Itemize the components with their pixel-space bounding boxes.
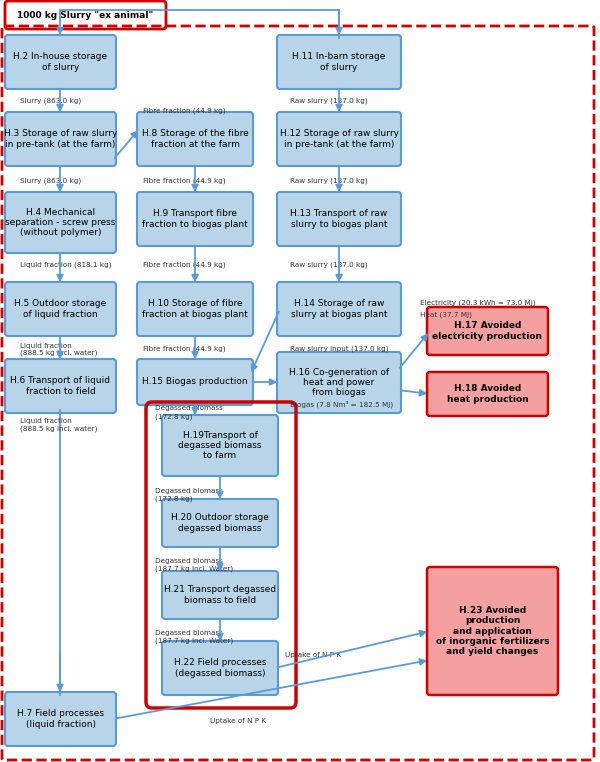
FancyBboxPatch shape — [427, 307, 548, 355]
Text: H.14 Storage of raw
slurry at biogas plant: H.14 Storage of raw slurry at biogas pla… — [291, 299, 387, 319]
Text: H.15 Biogas production: H.15 Biogas production — [142, 377, 248, 386]
FancyBboxPatch shape — [137, 359, 253, 405]
Text: Raw slurry (137.0 kg): Raw slurry (137.0 kg) — [290, 97, 368, 104]
Text: Degassed biomass: Degassed biomass — [155, 630, 223, 636]
Text: Electricity (20.3 kWh = 73.0 MJ): Electricity (20.3 kWh = 73.0 MJ) — [420, 300, 536, 306]
Text: Degassed biomass: Degassed biomass — [155, 558, 223, 564]
FancyBboxPatch shape — [5, 192, 116, 253]
FancyBboxPatch shape — [137, 282, 253, 336]
FancyBboxPatch shape — [137, 192, 253, 246]
Text: H.20 Outdoor storage
degassed biomass: H.20 Outdoor storage degassed biomass — [171, 514, 269, 533]
FancyBboxPatch shape — [162, 415, 278, 476]
FancyBboxPatch shape — [277, 192, 401, 246]
Text: H.7 Field processes
(liquid fraction): H.7 Field processes (liquid fraction) — [17, 709, 104, 728]
Text: H.12 Storage of raw slurry
in pre-tank (at the farm): H.12 Storage of raw slurry in pre-tank (… — [280, 130, 398, 149]
FancyBboxPatch shape — [137, 112, 253, 166]
FancyBboxPatch shape — [427, 567, 558, 695]
Text: Heat (37.7 MJ): Heat (37.7 MJ) — [420, 312, 472, 319]
Text: Biogas (7.8 Nm³ = 182.5 MJ): Biogas (7.8 Nm³ = 182.5 MJ) — [290, 400, 393, 408]
Text: Fibre fraction (44.9 kg): Fibre fraction (44.9 kg) — [143, 108, 226, 114]
Text: Raw slurry (137.0 kg): Raw slurry (137.0 kg) — [290, 178, 368, 184]
Text: H.13 Transport of raw
slurry to biogas plant: H.13 Transport of raw slurry to biogas p… — [290, 210, 388, 229]
Text: (172.8 kg): (172.8 kg) — [155, 496, 193, 502]
Text: Fibre fraction (44.9 kg): Fibre fraction (44.9 kg) — [143, 262, 226, 268]
Text: Uptake of N P K: Uptake of N P K — [210, 718, 266, 724]
FancyBboxPatch shape — [277, 282, 401, 336]
Text: Raw slurry (137.0 kg): Raw slurry (137.0 kg) — [290, 262, 368, 268]
FancyBboxPatch shape — [162, 571, 278, 619]
Text: H.8 Storage of the fibre
fraction at the farm: H.8 Storage of the fibre fraction at the… — [142, 130, 248, 149]
FancyBboxPatch shape — [5, 359, 116, 413]
FancyBboxPatch shape — [277, 35, 401, 89]
Text: H.11 In-barn storage
of slurry: H.11 In-barn storage of slurry — [292, 53, 386, 72]
Text: Liquid fraction
(888.5 kg incl. water): Liquid fraction (888.5 kg incl. water) — [20, 418, 97, 431]
FancyBboxPatch shape — [5, 282, 116, 336]
FancyBboxPatch shape — [5, 1, 166, 29]
Text: (187.7 kg incl. Water): (187.7 kg incl. Water) — [155, 566, 233, 572]
Text: Slurry (863.0 kg): Slurry (863.0 kg) — [20, 178, 81, 184]
Text: H.2 In-house storage
of slurry: H.2 In-house storage of slurry — [13, 53, 107, 72]
FancyBboxPatch shape — [277, 352, 401, 413]
Text: H.9 Transport fibre
fraction to biogas plant: H.9 Transport fibre fraction to biogas p… — [142, 210, 248, 229]
Text: H.16 Co-generation of
heat and power
from biogas: H.16 Co-generation of heat and power fro… — [289, 367, 389, 398]
FancyBboxPatch shape — [162, 641, 278, 695]
Text: Fibre fraction (44.9 kg): Fibre fraction (44.9 kg) — [143, 345, 226, 351]
Text: H.5 Outdoor storage
of liquid fraction: H.5 Outdoor storage of liquid fraction — [14, 299, 107, 319]
Text: Liquid fraction (818.1 kg): Liquid fraction (818.1 kg) — [20, 262, 112, 268]
Text: H.6 Transport of liquid
fraction to field: H.6 Transport of liquid fraction to fiel… — [11, 376, 110, 395]
Text: H.17 Avoided
electricity production: H.17 Avoided electricity production — [433, 322, 542, 341]
FancyBboxPatch shape — [277, 112, 401, 166]
Text: H.3 Storage of raw slurry
in pre-tank (at the farm): H.3 Storage of raw slurry in pre-tank (a… — [4, 130, 117, 149]
Text: Degassed biomass: Degassed biomass — [155, 405, 223, 411]
Text: Slurry (863.0 kg): Slurry (863.0 kg) — [20, 97, 81, 104]
Text: Fibre fraction (44.9 kg): Fibre fraction (44.9 kg) — [143, 178, 226, 184]
Text: Liquid fraction
(888.5 kg incl. water): Liquid fraction (888.5 kg incl. water) — [20, 343, 97, 357]
Text: H.4 Mechanical
separation - screw press
(without polymer): H.4 Mechanical separation - screw press … — [5, 207, 116, 238]
Text: H.10 Storage of fibre
fraction at biogas plant: H.10 Storage of fibre fraction at biogas… — [142, 299, 248, 319]
Text: (187.7 kg incl. Water): (187.7 kg incl. Water) — [155, 638, 233, 645]
FancyBboxPatch shape — [5, 112, 116, 166]
Text: Raw slurry input (137.0 kg): Raw slurry input (137.0 kg) — [290, 345, 389, 351]
Text: Degassed biomass: Degassed biomass — [155, 488, 223, 494]
Text: H.23 Avoided
production
and application
of inorganic fertilizers
and yield chang: H.23 Avoided production and application … — [436, 606, 550, 656]
FancyBboxPatch shape — [427, 372, 548, 416]
Text: H.18 Avoided
heat production: H.18 Avoided heat production — [446, 384, 529, 404]
Text: 1000 kg Slurry "ex animal": 1000 kg Slurry "ex animal" — [17, 11, 154, 20]
Text: (172.8 kg): (172.8 kg) — [155, 413, 193, 420]
FancyBboxPatch shape — [5, 692, 116, 746]
Text: Uptake of N P K: Uptake of N P K — [285, 652, 341, 658]
Text: H.22 Field processes
(degassed biomass): H.22 Field processes (degassed biomass) — [174, 658, 266, 677]
FancyBboxPatch shape — [5, 35, 116, 89]
Text: H.21 Transport degassed
biomass to field: H.21 Transport degassed biomass to field — [164, 585, 276, 605]
Text: H.19Transport of
degassed biomass
to farm: H.19Transport of degassed biomass to far… — [178, 431, 262, 460]
FancyBboxPatch shape — [162, 499, 278, 547]
